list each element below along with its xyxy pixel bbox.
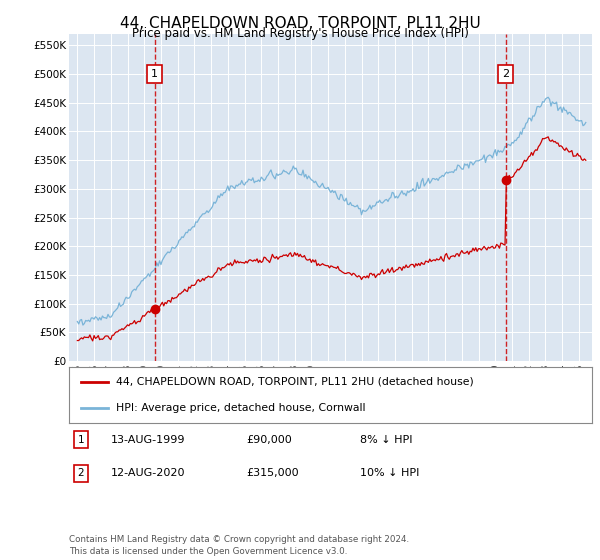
Text: £315,000: £315,000 <box>246 468 299 478</box>
Text: 1: 1 <box>77 435 85 445</box>
Text: HPI: Average price, detached house, Cornwall: HPI: Average price, detached house, Corn… <box>116 403 365 413</box>
Text: 12-AUG-2020: 12-AUG-2020 <box>111 468 185 478</box>
Text: 44, CHAPELDOWN ROAD, TORPOINT, PL11 2HU: 44, CHAPELDOWN ROAD, TORPOINT, PL11 2HU <box>119 16 481 31</box>
Text: 2: 2 <box>502 69 509 79</box>
Text: 10% ↓ HPI: 10% ↓ HPI <box>360 468 419 478</box>
Text: Price paid vs. HM Land Registry's House Price Index (HPI): Price paid vs. HM Land Registry's House … <box>131 27 469 40</box>
Text: 13-AUG-1999: 13-AUG-1999 <box>111 435 185 445</box>
Text: £90,000: £90,000 <box>246 435 292 445</box>
Text: 44, CHAPELDOWN ROAD, TORPOINT, PL11 2HU (detached house): 44, CHAPELDOWN ROAD, TORPOINT, PL11 2HU … <box>116 377 474 387</box>
Text: Contains HM Land Registry data © Crown copyright and database right 2024.
This d: Contains HM Land Registry data © Crown c… <box>69 535 409 556</box>
Text: 8% ↓ HPI: 8% ↓ HPI <box>360 435 413 445</box>
Text: 2: 2 <box>77 468 85 478</box>
Text: 1: 1 <box>151 69 158 79</box>
